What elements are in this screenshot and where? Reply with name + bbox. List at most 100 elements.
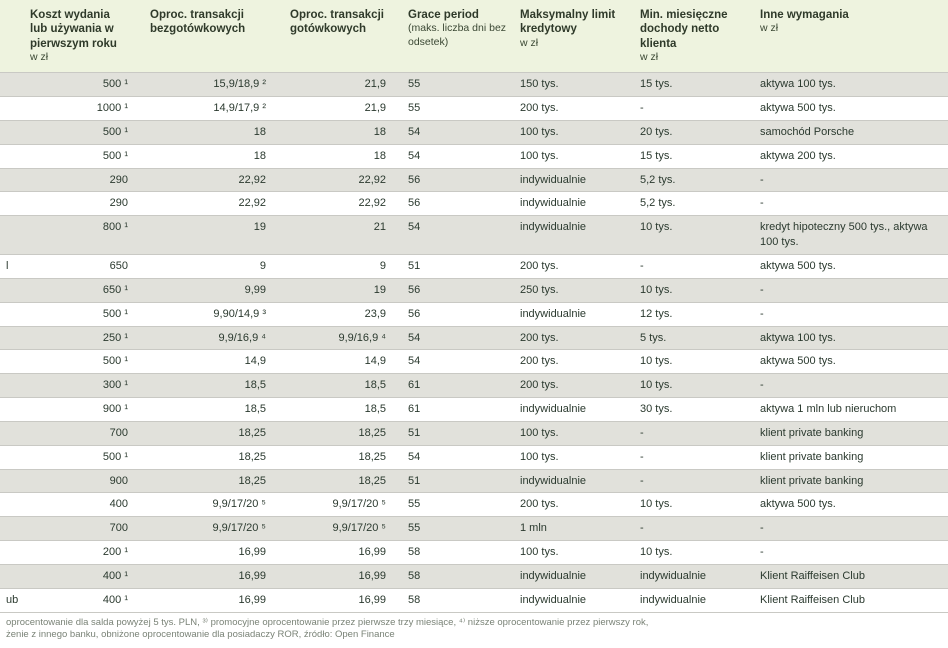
cell-c4: 56 — [404, 302, 514, 326]
cell-c1: 250 ¹ — [24, 326, 144, 350]
cell-c7: aktywa 100 tys. — [754, 326, 948, 350]
footnotes: oprocentowanie dla salda powyżej 5 tys. … — [0, 612, 948, 648]
cell-c3: 16,99 — [284, 588, 404, 611]
cell-c3: 14,9 — [284, 350, 404, 374]
cell-c4: 55 — [404, 73, 514, 97]
header-sub: (maks. liczba dni bez odsetek) — [408, 22, 508, 48]
cell-lead — [0, 445, 24, 469]
cell-c5: 100 tys. — [514, 541, 634, 565]
cell-c7: aktywa 500 tys. — [754, 97, 948, 121]
cell-c3: 9,9/16,9 ⁴ — [284, 326, 404, 350]
cell-c2: 9,9/17/20 ⁵ — [144, 493, 284, 517]
cell-lead — [0, 144, 24, 168]
header-title: Koszt wydania lub używania w pierwszym r… — [30, 9, 117, 50]
cell-lead — [0, 350, 24, 374]
cell-lead — [0, 564, 24, 588]
cell-c1: 400 ¹ — [24, 564, 144, 588]
cell-c5: 100 tys. — [514, 120, 634, 144]
cell-c2: 14,9/17,9 ² — [144, 97, 284, 121]
cell-c5: 200 tys. — [514, 97, 634, 121]
header-title: Grace period — [408, 9, 479, 21]
cell-c3: 22,92 — [284, 192, 404, 216]
cell-c1: 900 — [24, 469, 144, 493]
cell-lead — [0, 278, 24, 302]
table-row: 500 ¹9,90/14,9 ³23,956indywidualnie12 ty… — [0, 302, 948, 326]
cell-c6: 10 tys. — [634, 493, 754, 517]
cell-c2: 18,5 — [144, 398, 284, 422]
cell-c4: 55 — [404, 517, 514, 541]
cell-c1: 800 ¹ — [24, 216, 144, 255]
cell-c5: 100 tys. — [514, 445, 634, 469]
cell-c6: - — [634, 421, 754, 445]
table-row: 7009,9/17/20 ⁵9,9/17/20 ⁵551 mln-- — [0, 517, 948, 541]
cell-c2: 18,25 — [144, 469, 284, 493]
cell-c5: indywidualnie — [514, 398, 634, 422]
cell-c5: 200 tys. — [514, 255, 634, 279]
cell-lead — [0, 302, 24, 326]
cell-lead — [0, 120, 24, 144]
cell-c5: 200 tys. — [514, 350, 634, 374]
cell-c1: 400 ¹ — [24, 588, 144, 611]
table-row: 1000 ¹14,9/17,9 ²21,955200 tys.-aktywa 5… — [0, 97, 948, 121]
cell-c3: 16,99 — [284, 541, 404, 565]
table-row: 400 ¹16,9916,9958indywidualnieindywidual… — [0, 564, 948, 588]
cell-c6: - — [634, 255, 754, 279]
cell-lead — [0, 398, 24, 422]
cell-c6: 15 tys. — [634, 73, 754, 97]
table-header: Koszt wydania lub używania w pierwszym r… — [0, 0, 948, 73]
cell-c7: kredyt hipoteczny 500 tys., aktywa 100 t… — [754, 216, 948, 255]
cell-c6: 5,2 tys. — [634, 192, 754, 216]
cell-c4: 58 — [404, 564, 514, 588]
cell-c2: 22,92 — [144, 168, 284, 192]
header-cash-rate: Oproc. transakcji gotówkowych — [284, 0, 404, 73]
cell-c3: 21,9 — [284, 73, 404, 97]
table-row: 650 ¹9,991956250 tys.10 tys.- — [0, 278, 948, 302]
cell-c3: 18,25 — [284, 445, 404, 469]
cell-c2: 22,92 — [144, 192, 284, 216]
cell-c1: 290 — [24, 192, 144, 216]
cell-lead — [0, 326, 24, 350]
cell-c3: 18,25 — [284, 469, 404, 493]
cell-c7: aktywa 500 tys. — [754, 255, 948, 279]
cell-c6: 10 tys. — [634, 350, 754, 374]
cell-c5: 200 tys. — [514, 374, 634, 398]
cell-c7: klient private banking — [754, 469, 948, 493]
cell-c1: 650 ¹ — [24, 278, 144, 302]
cell-c4: 56 — [404, 168, 514, 192]
cell-c6: 10 tys. — [634, 374, 754, 398]
table-row: 800 ¹192154indywidualnie10 tys.kredyt hi… — [0, 216, 948, 255]
cell-c5: 100 tys. — [514, 421, 634, 445]
cell-c4: 61 — [404, 398, 514, 422]
table-row: 300 ¹18,518,561200 tys.10 tys.- — [0, 374, 948, 398]
cell-c3: 22,92 — [284, 168, 404, 192]
cell-c3: 21,9 — [284, 97, 404, 121]
cell-c3: 21 — [284, 216, 404, 255]
cell-c4: 61 — [404, 374, 514, 398]
cell-c2: 19 — [144, 216, 284, 255]
cell-c5: indywidualnie — [514, 216, 634, 255]
header-cost: Koszt wydania lub używania w pierwszym r… — [24, 0, 144, 73]
cell-c4: 55 — [404, 493, 514, 517]
cell-c6: - — [634, 517, 754, 541]
cell-c1: 700 — [24, 421, 144, 445]
table-row: 29022,9222,9256indywidualnie5,2 tys.- — [0, 192, 948, 216]
cell-c5: indywidualnie — [514, 469, 634, 493]
header-title: Inne wymagania — [760, 9, 849, 21]
cell-lead: l — [0, 255, 24, 279]
cell-c7: aktywa 500 tys. — [754, 350, 948, 374]
cell-c7: - — [754, 168, 948, 192]
cell-c4: 54 — [404, 216, 514, 255]
cell-c1: 500 ¹ — [24, 445, 144, 469]
cell-c4: 51 — [404, 469, 514, 493]
table-row: 90018,2518,2551indywidualnie-klient priv… — [0, 469, 948, 493]
table-row: 29022,9222,9256indywidualnie5,2 tys.- — [0, 168, 948, 192]
cell-c2: 18,25 — [144, 445, 284, 469]
cell-lead — [0, 216, 24, 255]
cell-c3: 18 — [284, 120, 404, 144]
cell-c6: 12 tys. — [634, 302, 754, 326]
footnote-line: żenie z innego banku, obniżone oprocento… — [6, 629, 942, 642]
cell-c7: - — [754, 541, 948, 565]
cell-c4: 54 — [404, 350, 514, 374]
cell-c3: 18,5 — [284, 398, 404, 422]
cell-c6: 10 tys. — [634, 541, 754, 565]
